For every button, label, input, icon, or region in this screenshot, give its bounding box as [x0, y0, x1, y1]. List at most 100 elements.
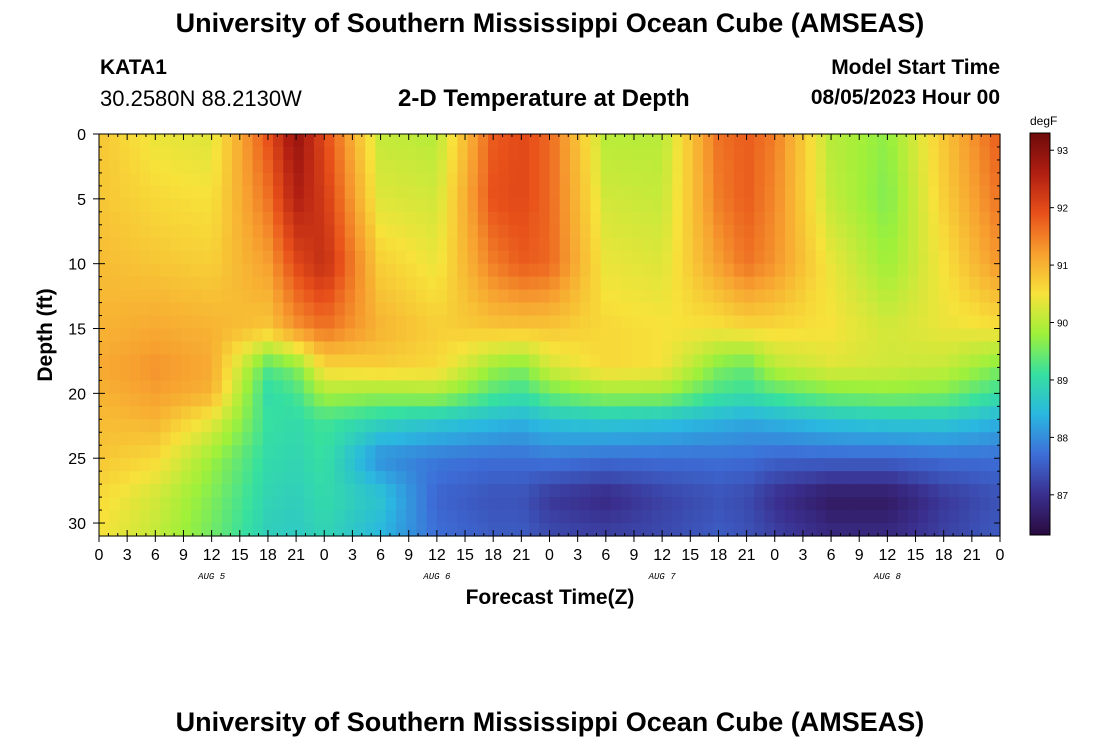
heatmap-cell — [631, 393, 643, 407]
heatmap-cell — [569, 263, 581, 278]
heatmap-cell — [764, 224, 776, 239]
heatmap-cell — [262, 146, 274, 161]
heatmap-cell — [119, 185, 131, 200]
heatmap-cell — [866, 510, 878, 524]
heatmap-cell — [672, 315, 684, 330]
heatmap-cell — [805, 198, 817, 213]
heatmap-cell — [805, 497, 817, 511]
heatmap-cell — [938, 432, 950, 446]
heatmap-cell — [324, 250, 336, 265]
heatmap-cell — [733, 263, 745, 278]
heatmap-cell — [150, 134, 162, 148]
heatmap-cell — [508, 328, 520, 343]
heatmap-cell — [457, 484, 469, 498]
heatmap-cell — [979, 276, 991, 291]
heatmap-cell — [682, 146, 694, 161]
heatmap-cell — [508, 250, 520, 265]
heatmap-cell — [252, 354, 264, 369]
heatmap-cell — [703, 497, 714, 511]
heatmap-cell — [119, 276, 131, 291]
heatmap-cell — [795, 341, 807, 356]
heatmap-cell — [713, 380, 725, 394]
heatmap-cell — [385, 393, 397, 407]
heatmap-cell — [959, 354, 970, 369]
heatmap-cell — [529, 328, 540, 343]
heatmap-cell — [795, 471, 807, 485]
heatmap-cell — [703, 315, 714, 330]
heatmap-cell — [631, 263, 643, 278]
heatmap-cell — [703, 406, 714, 420]
heatmap-cell — [744, 484, 755, 498]
heatmap-cell — [109, 419, 121, 433]
heatmap-cell — [395, 419, 407, 433]
heatmap-cell — [201, 419, 213, 433]
heatmap-cell — [283, 341, 295, 356]
heatmap-cell — [406, 419, 417, 433]
heatmap-cell — [395, 289, 407, 304]
heatmap-cell — [784, 445, 796, 459]
heatmap-cell — [815, 198, 827, 213]
heatmap-cell — [324, 315, 336, 330]
heatmap-cell — [918, 134, 929, 148]
heatmap-cell — [416, 211, 428, 226]
heatmap-cell — [385, 445, 397, 459]
heatmap-cell — [682, 159, 694, 174]
heatmap-cell — [621, 198, 633, 213]
heatmap-cell — [815, 471, 827, 485]
heatmap-cell — [959, 159, 970, 174]
heatmap-cell — [764, 445, 776, 459]
heatmap-cell — [436, 211, 448, 226]
heatmap-cell — [784, 302, 796, 317]
heatmap-cell — [252, 328, 264, 343]
heatmap-cell — [815, 367, 827, 381]
heatmap-cell — [334, 224, 346, 239]
heatmap-cell — [754, 172, 766, 187]
heatmap-cell — [232, 224, 243, 239]
heatmap-cell — [447, 263, 458, 278]
heatmap-cell — [846, 497, 858, 511]
heatmap-cell — [314, 134, 325, 148]
heatmap-cell — [959, 172, 970, 187]
heatmap-cell — [119, 419, 131, 433]
heatmap-cell — [631, 276, 643, 291]
heatmap-cell — [621, 445, 633, 459]
heatmap-cell — [334, 250, 346, 265]
heatmap-cell — [651, 172, 663, 187]
heatmap-cell — [129, 328, 141, 343]
heatmap-cell — [426, 224, 438, 239]
heatmap-cell — [938, 367, 950, 381]
heatmap-cell — [703, 185, 714, 200]
heatmap-cell — [283, 315, 295, 330]
heatmap-cell — [221, 367, 233, 381]
heatmap-cell — [488, 406, 499, 420]
heatmap-cell — [293, 523, 305, 537]
heatmap-cell — [293, 224, 305, 239]
heatmap-cell — [907, 341, 919, 356]
heatmap-cell — [979, 263, 991, 278]
heatmap-cell — [457, 523, 469, 537]
heatmap-cell — [211, 510, 223, 524]
heatmap-cell — [457, 224, 469, 239]
heatmap-cell — [324, 380, 336, 394]
heatmap-cell — [129, 315, 141, 330]
heatmap-cell — [467, 380, 479, 394]
heatmap-cell — [825, 211, 837, 226]
heatmap-cell — [180, 289, 192, 304]
heatmap-cell — [969, 224, 981, 239]
heatmap-cell — [508, 211, 520, 226]
heatmap-cell — [283, 328, 295, 343]
heatmap-cell — [897, 367, 909, 381]
heatmap-cell — [580, 159, 592, 174]
heatmap-cell — [877, 302, 888, 317]
heatmap-cell — [692, 523, 704, 537]
heatmap-cell — [436, 523, 448, 537]
heatmap-cell — [795, 445, 807, 459]
heatmap-cell — [334, 263, 346, 278]
heatmap-cell — [324, 354, 336, 369]
heatmap-cell — [324, 458, 336, 472]
heatmap-cell — [160, 172, 172, 187]
heatmap-cell — [723, 263, 735, 278]
heatmap-cell — [160, 237, 172, 252]
heatmap-cell — [969, 354, 981, 369]
heatmap-cell — [242, 276, 254, 291]
